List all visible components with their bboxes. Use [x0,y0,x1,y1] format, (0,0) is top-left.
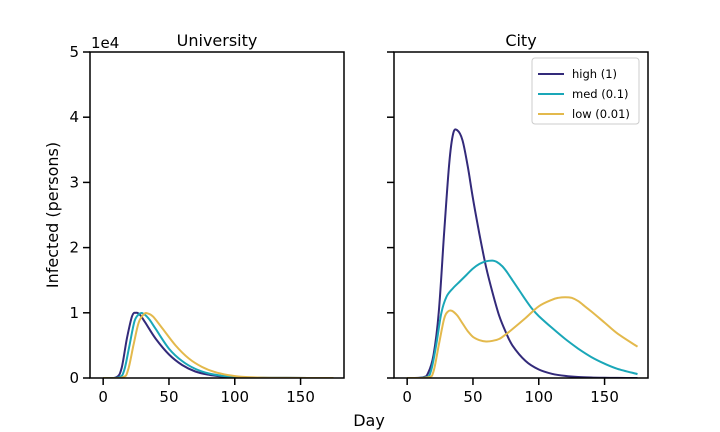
x-axis-label: Day [353,411,385,430]
panel-title: University [177,31,258,50]
panel-university: 0 50 100 150 0 1 2 3 4 5 University [69,31,345,406]
y-tick-label: 2 [69,239,79,257]
legend: high (1) med (0.1) low (0.01) [531,57,640,125]
x-tick-label: 50 [463,388,482,406]
x-tick-label: 150 [286,388,315,406]
series-line-0 [407,128,638,378]
panel-title: City [505,31,536,50]
x-tick-label: 100 [220,388,249,406]
series-line-2 [407,296,639,378]
series-line-2 [103,312,334,378]
x-tick-label: 100 [524,388,553,406]
y-axis-label: Infected (persons) [43,142,62,288]
legend-label: low (0.01) [572,107,630,121]
x-tick-label: 150 [590,388,619,406]
y-tick-label: 0 [69,369,79,387]
legend-label: med (0.1) [572,87,629,101]
axes-frame [89,51,345,379]
x-tick-label: 0 [402,388,412,406]
axes-frame [393,51,649,379]
series-line-1 [407,259,638,378]
panel-city: 0 50 100 150 City high (1) med (0.1) low (0.01) [387,31,649,406]
y-tick-label: 3 [69,173,79,191]
legend-label: high (1) [572,67,617,81]
y-tick-label: 4 [69,108,79,126]
x-tick-label: 50 [159,388,178,406]
y-offset-text: 1e4 [91,34,119,52]
y-tick-label: 5 [69,43,79,61]
x-tick-label: 0 [98,388,108,406]
y-tick-label: 1 [69,304,79,322]
